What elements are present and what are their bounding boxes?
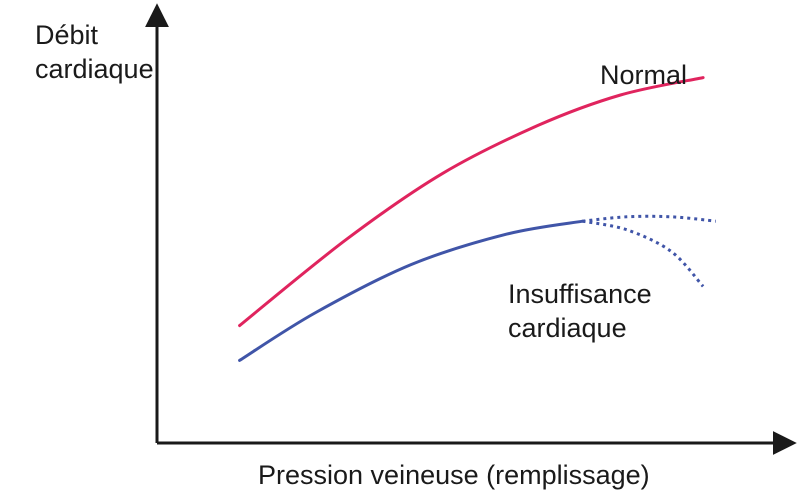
series-label-insuffisance-line-2: cardiaque <box>508 313 627 343</box>
series-label-normal-text: Normal <box>600 60 688 90</box>
series-layer <box>238 76 716 362</box>
series-label-insuffisance-line-1: Insuffisance <box>508 279 652 309</box>
series-insuffisance-dotted-flat-line <box>582 214 716 223</box>
series-insuffisance-dotted-drop-line <box>582 219 705 288</box>
series-insuffisance-line <box>238 219 584 362</box>
x-axis-label: Pression veineuse (remplissage) <box>258 460 650 490</box>
y-axis-label-line-2: cardiaque <box>35 54 154 84</box>
series-label-normal: Normal <box>600 58 687 92</box>
y-axis-label-line-1: Débit <box>35 20 99 50</box>
series-label-insuffisance: Insuffisance cardiaque <box>508 277 652 345</box>
series-normal-line <box>238 76 705 328</box>
y-axis-label: Débit cardiaque <box>35 18 154 86</box>
